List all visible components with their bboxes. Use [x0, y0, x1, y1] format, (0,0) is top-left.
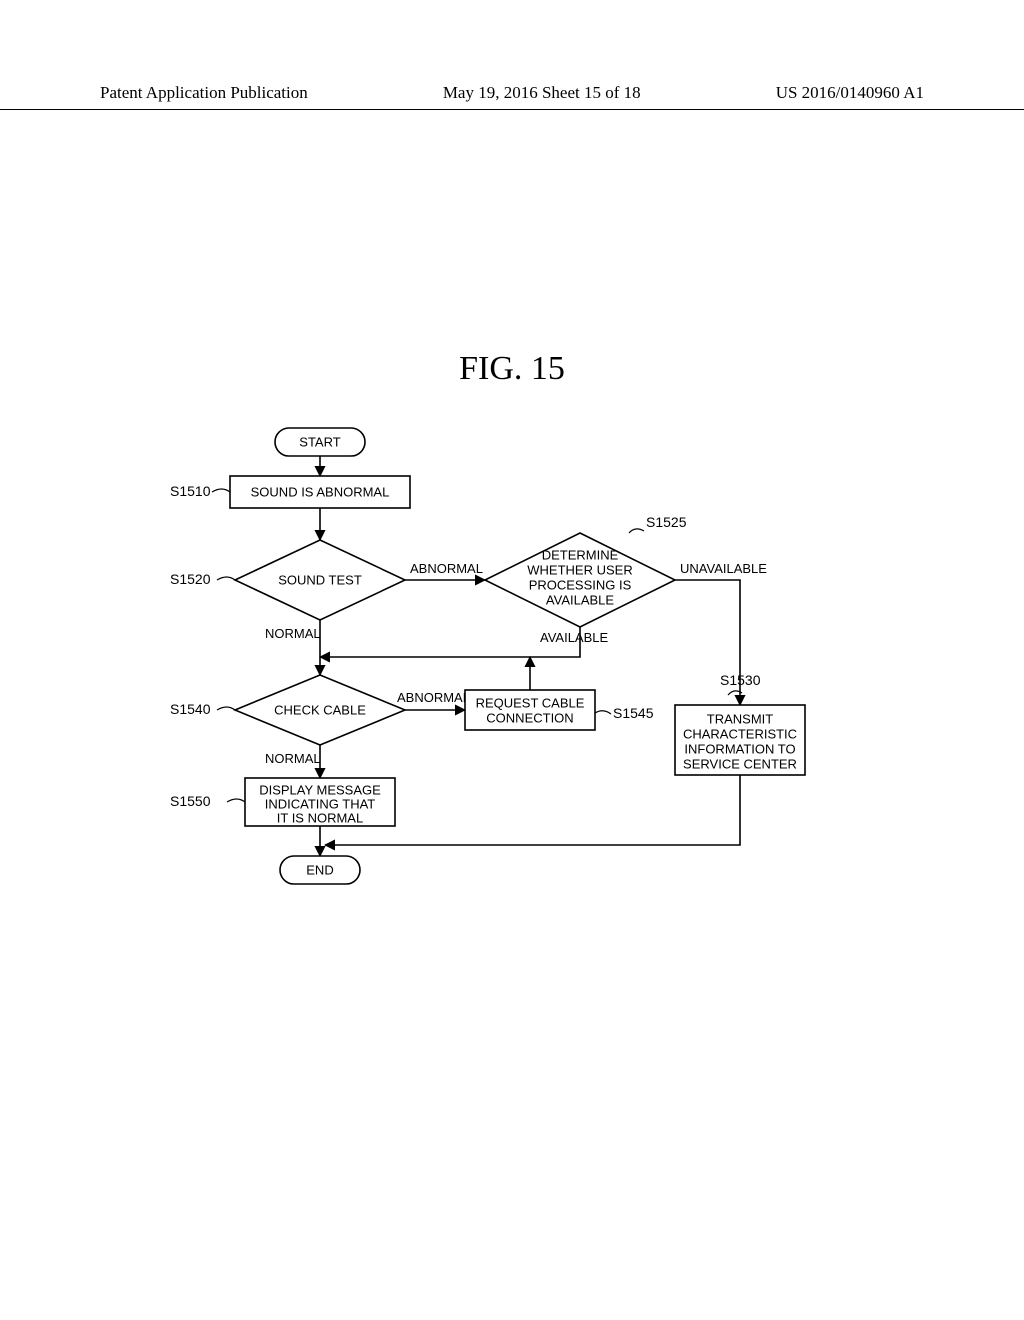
node-start: START — [275, 428, 365, 456]
edge-label-normal-1: NORMAL — [265, 626, 321, 641]
header-center: May 19, 2016 Sheet 15 of 18 — [443, 83, 641, 103]
ref-tick-s1525 — [629, 529, 644, 533]
node-end: END — [280, 856, 360, 884]
s1520-label: SOUND TEST — [278, 572, 362, 587]
node-s1545: REQUEST CABLE CONNECTION — [465, 690, 595, 730]
s1525-line1: DETERMINE — [542, 547, 619, 562]
page: Patent Application Publication May 19, 2… — [0, 0, 1024, 1320]
edge-label-abnormal-1: ABNORMAL — [410, 561, 483, 576]
node-s1520: SOUND TEST — [235, 540, 405, 620]
s1550-line3: IT IS NORMAL — [277, 810, 363, 825]
s1530-line4: SERVICE CENTER — [683, 756, 797, 771]
ref-tick-s1520 — [217, 577, 235, 580]
s1530-line2: CHARACTERISTIC — [683, 726, 797, 741]
s1525-line4: AVAILABLE — [546, 592, 614, 607]
s1545-ref: S1545 — [613, 705, 654, 721]
s1545-line1: REQUEST CABLE — [476, 695, 585, 710]
s1525-ref: S1525 — [646, 514, 687, 530]
start-label: START — [299, 434, 340, 449]
edge-label-normal-2: NORMAL — [265, 751, 321, 766]
s1550-ref: S1550 — [170, 793, 211, 809]
node-s1525: DETERMINE WHETHER USER PROCESSING IS AVA… — [485, 533, 675, 627]
edge-label-available: AVAILABLE — [540, 630, 608, 645]
s1530-line1: TRANSMIT — [707, 711, 774, 726]
s1545-line2: CONNECTION — [486, 710, 573, 725]
s1540-label: CHECK CABLE — [274, 702, 366, 717]
s1510-label: SOUND IS ABNORMAL — [251, 484, 390, 499]
edge-label-unavailable: UNAVAILABLE — [680, 561, 767, 576]
flowchart: START SOUND IS ABNORMAL S1510 SOUND TEST… — [160, 420, 880, 910]
s1525-line2: WHETHER USER — [527, 562, 632, 577]
s1520-ref: S1520 — [170, 571, 211, 587]
node-s1550: DISPLAY MESSAGE INDICATING THAT IT IS NO… — [245, 778, 395, 826]
end-label: END — [306, 862, 333, 877]
ref-tick-s1545 — [595, 711, 611, 714]
node-s1530: TRANSMIT CHARACTERISTIC INFORMATION TO S… — [675, 705, 805, 775]
ref-tick-s1540 — [217, 707, 235, 710]
s1530-line3: INFORMATION TO — [684, 741, 795, 756]
s1525-line3: PROCESSING IS — [529, 577, 632, 592]
node-s1510: SOUND IS ABNORMAL — [230, 476, 410, 508]
s1550-line1: DISPLAY MESSAGE — [259, 782, 381, 797]
edge-label-abnormal-2: ABNORMAL — [397, 690, 470, 705]
node-s1540: CHECK CABLE — [235, 675, 405, 745]
header-right: US 2016/0140960 A1 — [776, 83, 924, 103]
s1550-line2: INDICATING THAT — [265, 796, 376, 811]
page-header: Patent Application Publication May 19, 2… — [0, 83, 1024, 110]
ref-tick-s1510 — [212, 489, 230, 492]
s1540-ref: S1540 — [170, 701, 211, 717]
ref-tick-s1550 — [227, 799, 245, 802]
header-left: Patent Application Publication — [100, 83, 308, 103]
s1530-ref: S1530 — [720, 672, 761, 688]
s1510-ref: S1510 — [170, 483, 211, 499]
figure-title: FIG. 15 — [0, 350, 1024, 388]
